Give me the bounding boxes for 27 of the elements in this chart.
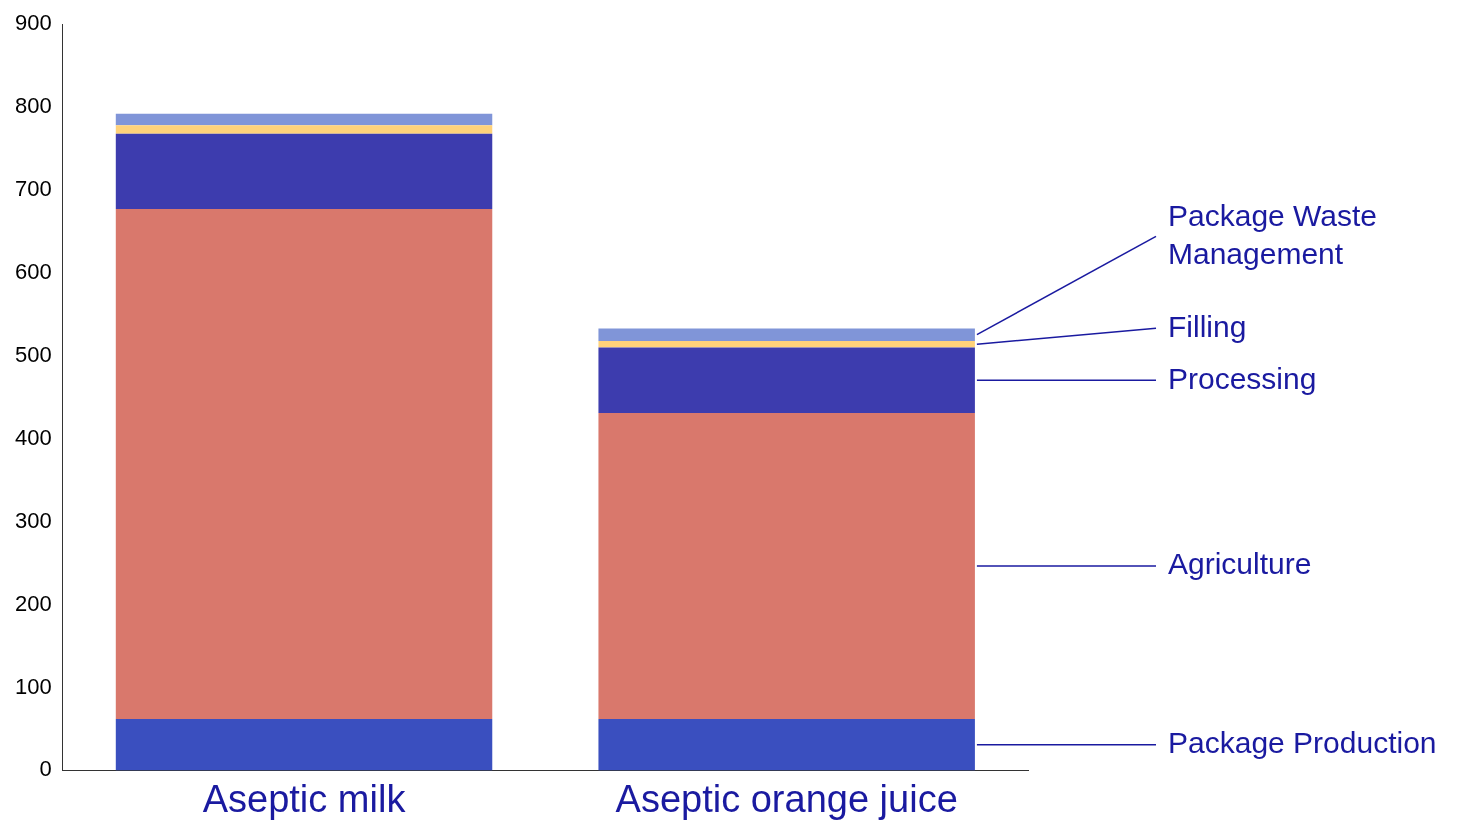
y-tick-label: 100: [14, 673, 52, 699]
bar: [598, 340, 975, 348]
y-tick-label: 700: [14, 176, 52, 202]
x-tick-label: Aseptic orange juice: [615, 777, 958, 820]
bar: [598, 328, 975, 341]
bar: [115, 125, 493, 134]
bar: [115, 209, 493, 719]
bar: [115, 113, 493, 126]
y-tick-label: 200: [14, 590, 52, 616]
bar: [115, 719, 493, 771]
y-tick-label: 300: [14, 507, 52, 533]
text: Package Waste Management: [1168, 198, 1377, 270]
y-tick-label: 400: [14, 424, 52, 450]
y-tick-label: 900: [14, 10, 52, 36]
text: Filling: [1168, 309, 1247, 343]
text: Processing: [1168, 361, 1317, 395]
bar: [598, 719, 975, 771]
bar: [598, 413, 975, 719]
text: Package Production: [1168, 725, 1437, 759]
bar: [115, 133, 493, 210]
x-tick-label: Aseptic milk: [202, 777, 407, 820]
y-tick-label: 0: [39, 756, 52, 782]
text: Agriculture: [1168, 547, 1312, 581]
bar: [598, 347, 975, 414]
y-tick-label: 800: [14, 93, 52, 119]
y-tick-label: 600: [14, 259, 52, 284]
y-tick-label: 500: [14, 341, 52, 367]
